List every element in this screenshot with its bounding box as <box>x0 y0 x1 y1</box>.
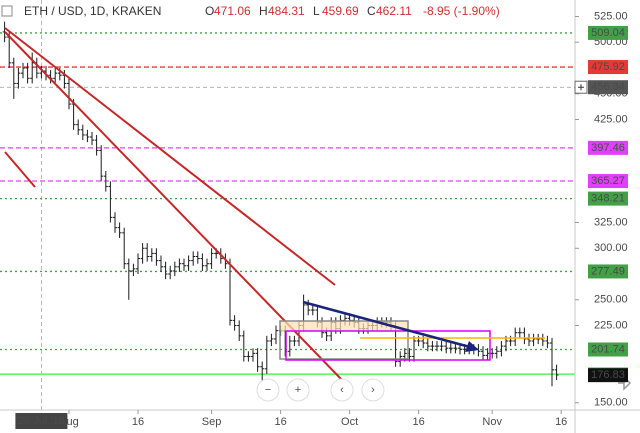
crosshair-x-label: 26 Jul '18 <box>18 415 65 427</box>
x-tick-label: 16 <box>555 416 567 428</box>
level-label: 201.74 <box>591 343 625 355</box>
level-label-box <box>588 191 628 206</box>
level-label-box <box>588 140 628 155</box>
control-label[interactable]: + <box>295 384 301 396</box>
crosshair-y-label: 456.34 <box>591 81 625 93</box>
box <box>279 320 409 360</box>
level-label: 277.49 <box>591 265 625 277</box>
level-label: 348.21 <box>591 193 625 205</box>
control-button[interactable] <box>286 378 310 402</box>
level-label: 475.92 <box>591 61 625 73</box>
crosshair-y-box <box>588 80 628 95</box>
y-tick-label: 250.00 <box>594 294 628 306</box>
add-icon <box>578 84 584 91</box>
y-tick-label: 225.00 <box>594 319 628 331</box>
ohlc-key: H <box>259 4 268 18</box>
x-tick-label: Sep <box>202 416 222 428</box>
x-tick-label: 16 <box>412 416 424 428</box>
box <box>285 330 491 361</box>
y-tick-label: 300.00 <box>594 242 628 254</box>
last-price-label: 176.83 <box>591 369 625 381</box>
y-tick-label: 425.00 <box>594 113 628 125</box>
level-label-box <box>588 264 628 279</box>
y-tick-label: 525.00 <box>594 10 628 22</box>
control-label[interactable]: › <box>371 384 375 396</box>
control-label[interactable]: − <box>265 384 271 396</box>
collapse-icon[interactable] <box>1 5 13 17</box>
ohlc-value: 484.31 <box>268 4 305 18</box>
trend-line <box>4 151 36 188</box>
crosshair-x-box <box>15 413 68 429</box>
ohlc-key: O <box>205 4 214 18</box>
y-tick-label: 325.00 <box>594 216 628 228</box>
x-tick-label: 16 <box>274 416 286 428</box>
trend-line <box>4 27 336 286</box>
change: -8.95 (-1.90%) <box>423 4 500 18</box>
arrow <box>302 300 471 349</box>
level-label: 365.27 <box>591 175 625 187</box>
last-price-box <box>588 368 628 383</box>
header: ETH / USD, 1D, KRAKEN O 471.06 H 484.31 L 459… <box>1 4 500 18</box>
level-label-box <box>588 60 628 75</box>
ohlc-value: 462.11 <box>376 4 412 18</box>
zone <box>280 321 408 331</box>
y-tick-label: 150.00 <box>594 397 628 409</box>
ohlc-key: L <box>313 4 320 18</box>
ohlc-key: C <box>367 4 376 18</box>
level-label-box <box>588 174 628 189</box>
control-label[interactable]: ‹ <box>340 384 344 396</box>
level-label: 509.04 <box>591 27 625 39</box>
control-button[interactable] <box>330 378 354 402</box>
level-label-box <box>588 25 628 40</box>
level-label-box <box>588 342 628 357</box>
symbol: ETH / USD, 1D, KRAKEN <box>24 4 161 18</box>
control-button[interactable] <box>361 378 385 402</box>
ohlc-value: 459.69 <box>322 4 359 18</box>
control-button[interactable] <box>256 378 280 402</box>
x-tick-label: Oct <box>341 416 358 428</box>
x-tick-label: 16 <box>132 416 144 428</box>
x-tick-label: Nov <box>482 416 502 428</box>
drawings <box>4 27 545 381</box>
level-label: 397.46 <box>591 142 625 154</box>
arrow-head <box>465 341 479 352</box>
ohlc-value: 471.06 <box>214 4 251 18</box>
